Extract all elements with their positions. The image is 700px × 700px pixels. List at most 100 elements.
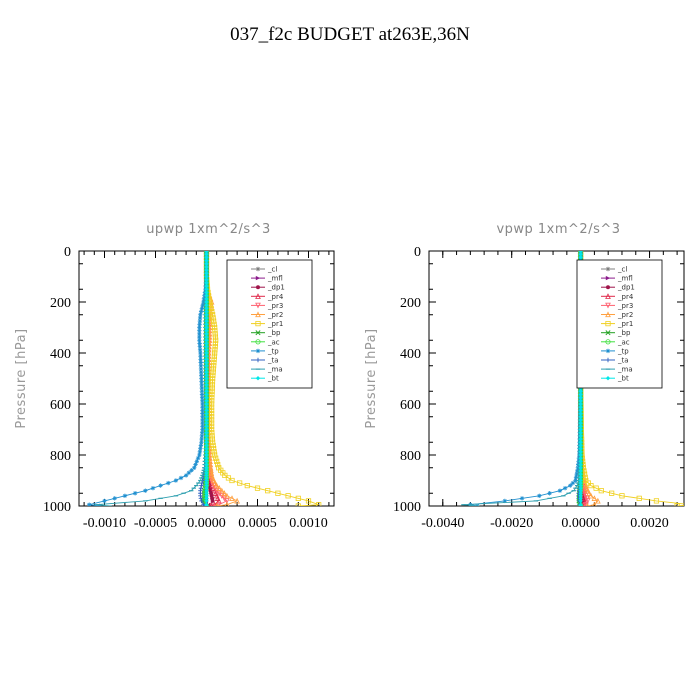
data-point-pr2 <box>221 490 228 496</box>
data-point-bt <box>204 389 209 394</box>
data-point-pr1 <box>212 347 218 353</box>
data-point-tp <box>197 318 203 324</box>
data-point-tp <box>122 493 128 498</box>
data-point-pr1 <box>211 449 217 455</box>
data-point-bt <box>204 395 209 400</box>
data-point-tp <box>519 496 525 501</box>
panel-title: upwp 1xm^2/s^3 <box>146 222 271 237</box>
legend-label: _dp1 <box>617 284 635 292</box>
legend-marker <box>255 348 261 354</box>
data-point-tp <box>200 302 205 308</box>
data-point-pr1 <box>209 382 215 388</box>
upwp-panel: upwp 1xm^2/s^3 Pressure [hPa] 0 200 400 600 80… <box>14 222 335 531</box>
data-point-bt <box>204 350 209 356</box>
data-point-tp <box>186 470 192 476</box>
legend-label: _pr4 <box>267 293 284 301</box>
legend-marker <box>256 285 260 290</box>
legend-marker <box>605 357 611 363</box>
data-point-tp <box>199 433 205 439</box>
data-point-tp <box>573 475 579 480</box>
data-point-pr1 <box>208 401 215 407</box>
data-point-bt <box>204 491 209 496</box>
data-point-dp1 <box>210 498 215 503</box>
data-point-pr1 <box>209 398 215 404</box>
data-point-bt <box>204 475 209 481</box>
data-point-tp <box>197 334 202 340</box>
data-point-bt <box>204 283 209 289</box>
data-point-pr1 <box>653 498 660 504</box>
data-point-bt <box>578 480 583 486</box>
data-point-bt <box>204 498 209 504</box>
data-point-bt <box>204 360 209 365</box>
data-point-tp <box>198 366 204 372</box>
data-point-bt <box>204 353 209 359</box>
data-point-bt <box>204 322 209 327</box>
data-point-pr2 <box>218 487 225 494</box>
data-point-bt <box>578 455 583 461</box>
data-point-tp <box>102 498 107 504</box>
data-point-bt <box>204 318 209 324</box>
data-point-pr3 <box>224 498 230 504</box>
data-point-bt <box>204 483 209 488</box>
data-point-bt <box>578 404 583 410</box>
data-point-bt <box>204 363 209 368</box>
data-point-bt <box>204 465 209 470</box>
data-point-tp <box>193 462 198 467</box>
data-point-bt <box>204 290 209 295</box>
y-axis-label: Pressure [hPa] <box>364 328 379 428</box>
legend-marker <box>255 357 261 363</box>
data-point-pr1 <box>209 388 215 394</box>
data-point-bt <box>204 280 209 286</box>
data-point-pr1 <box>265 488 271 494</box>
data-point-tp <box>197 331 202 337</box>
data-point-pr1 <box>209 433 215 439</box>
data-point-pr3 <box>215 502 222 506</box>
legend: _cl_mfl_dp1_pr4_pr3_pr2_pr1_bp_ac_tp_ta_… <box>576 259 663 389</box>
data-point-bt <box>578 408 583 413</box>
data-point-bt <box>578 443 583 448</box>
legend-label: _tp <box>617 347 629 355</box>
data-point-pr3 <box>580 503 587 506</box>
data-point-bt <box>204 261 209 266</box>
data-point-bt <box>578 251 583 257</box>
data-point-bt <box>204 315 209 321</box>
legend-marker <box>605 330 611 336</box>
data-point-bt <box>578 389 583 394</box>
data-point-bt <box>204 293 209 298</box>
data-point-pr2 <box>210 477 217 484</box>
data-point-pr1 <box>295 495 301 501</box>
data-point-bt <box>204 424 209 429</box>
data-point-pr1 <box>211 359 217 366</box>
data-point-pr1 <box>212 324 218 331</box>
legend-label: _pr2 <box>267 311 283 319</box>
data-point-pr1 <box>237 480 243 486</box>
legend-label: _bp <box>267 329 281 337</box>
data-point-pr1 <box>214 458 220 464</box>
data-point-tp <box>198 363 204 368</box>
data-point-bt <box>578 459 583 464</box>
y-tick-label: 600 <box>50 398 71 413</box>
data-point-bt <box>204 312 209 317</box>
data-point-bt <box>204 338 209 343</box>
legend-label: _cl <box>267 266 277 274</box>
data-point-bt <box>578 488 583 493</box>
legend-label: _ac <box>267 338 280 346</box>
data-point-bt <box>204 459 209 464</box>
x-tick-label: -0.0005 <box>134 516 177 531</box>
data-point-pr1 <box>209 391 215 398</box>
x-tick-label: -0.0020 <box>490 516 533 531</box>
data-point-tp <box>198 446 203 451</box>
data-point-pr1 <box>208 404 215 410</box>
data-point-pr1 <box>208 420 215 426</box>
plot-frame <box>428 250 685 507</box>
legend-label: _dp1 <box>267 284 285 292</box>
data-point-pr2 <box>588 492 594 499</box>
data-point-bt <box>204 452 209 458</box>
data-point-bt <box>578 503 583 506</box>
data-point-bt <box>204 258 209 263</box>
data-point-tp <box>199 389 205 394</box>
legend-label: _mfl <box>267 275 283 283</box>
data-point-bt <box>204 485 209 491</box>
data-point-tp <box>557 488 563 493</box>
